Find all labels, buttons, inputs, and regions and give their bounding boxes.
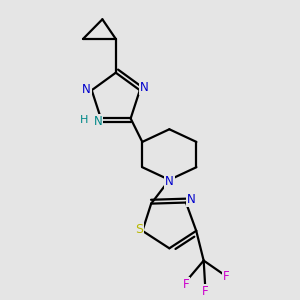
Text: F: F [202, 285, 208, 298]
Text: S: S [135, 223, 143, 236]
Text: N: N [187, 193, 196, 206]
Text: N: N [140, 81, 149, 94]
Text: F: F [182, 278, 189, 291]
Text: N: N [94, 115, 102, 128]
Text: N: N [165, 175, 174, 188]
Text: N: N [82, 83, 91, 96]
Text: F: F [223, 271, 229, 284]
Text: H: H [80, 115, 89, 125]
